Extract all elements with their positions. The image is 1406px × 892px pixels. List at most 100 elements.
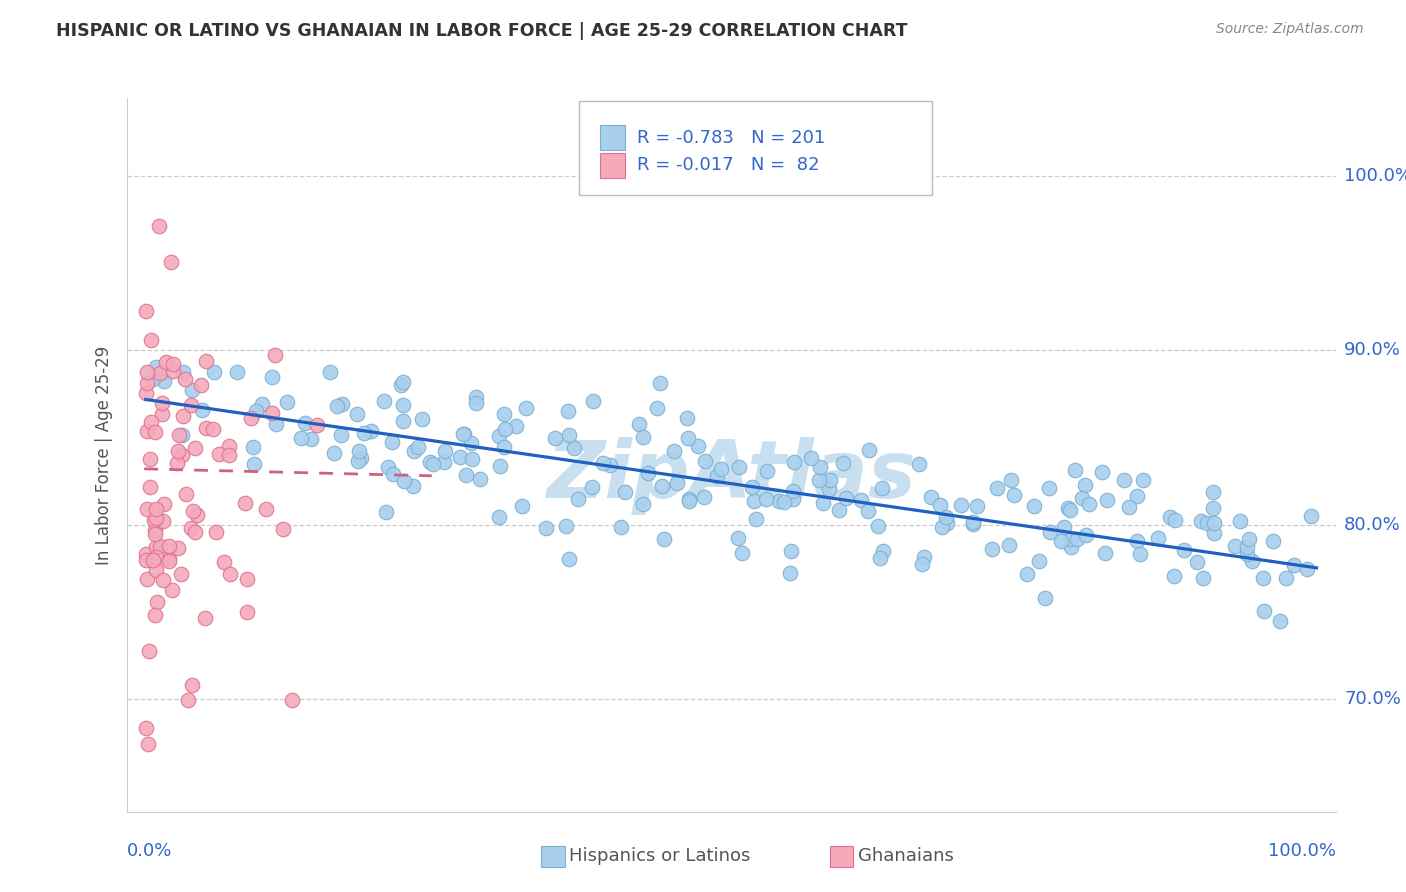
Point [1253,604,1275,618]
Point [950,498,973,512]
Point [665,476,688,491]
Point [1129,547,1152,561]
Point [166,444,188,458]
Point [780,544,803,558]
Point [260,369,283,384]
Point [190,377,212,392]
Point [929,498,952,512]
Point [1164,513,1187,527]
Point [453,426,475,441]
Point [1057,500,1080,515]
Point [1059,533,1081,547]
Point [411,412,433,426]
Point [1189,514,1212,528]
Point [1095,493,1118,508]
Point [1163,568,1185,582]
Point [202,366,225,380]
Point [554,519,576,533]
Point [139,480,162,494]
Point [755,491,778,506]
Text: Ghanaians: Ghanaians [858,847,953,865]
Point [779,566,801,580]
Point [1066,532,1088,546]
Point [582,393,605,408]
Point [1118,500,1140,515]
Point [756,464,779,478]
Point [139,333,162,347]
Point [157,552,180,566]
Point [1035,591,1057,606]
Point [330,397,353,411]
Point [326,399,349,413]
Point [494,440,516,454]
Point [392,474,415,488]
Text: R = -0.017   N =  82: R = -0.017 N = 82 [637,156,820,174]
Point [935,510,957,524]
Point [745,511,768,525]
Point [614,484,637,499]
Point [515,401,537,415]
Point [236,605,259,619]
Point [676,411,699,425]
Point [250,397,273,411]
Point [510,500,533,514]
Point [172,409,194,423]
Point [456,467,478,482]
Point [149,366,172,380]
Point [347,444,370,458]
Text: Source: ZipAtlas.com: Source: ZipAtlas.com [1216,22,1364,37]
Point [145,360,167,375]
Point [160,582,183,597]
Point [145,540,167,554]
Point [157,554,180,568]
Point [266,417,288,431]
Point [742,494,765,508]
Point [150,396,173,410]
Point [808,460,831,475]
Text: HISPANIC OR LATINO VS GHANAIAN IN LABOR FORCE | AGE 25-29 CORRELATION CHART: HISPANIC OR LATINO VS GHANAIAN IN LABOR … [56,22,908,40]
Point [392,398,415,412]
Point [256,502,278,516]
Point [783,455,806,469]
Point [242,440,264,454]
Text: 0.0%: 0.0% [127,842,172,860]
Point [145,511,167,525]
Point [330,428,353,442]
Point [143,526,166,541]
Point [152,514,174,528]
Point [350,450,373,465]
Point [558,552,581,566]
Point [135,304,157,318]
Point [1074,528,1097,542]
Point [1239,532,1261,546]
Point [180,521,202,535]
Point [1236,540,1258,554]
Point [818,483,841,497]
Point [856,504,879,518]
Point [180,398,202,412]
Point [651,478,673,492]
Point [1204,526,1226,541]
Point [1236,547,1258,561]
Point [936,516,959,531]
Point [1192,571,1215,585]
Text: R = -0.783   N = 201: R = -0.783 N = 201 [637,128,825,147]
Point [807,473,830,487]
Point [212,556,235,570]
Point [170,567,193,582]
Point [271,522,294,536]
Point [828,503,851,517]
Point [145,550,167,565]
Point [1038,481,1060,495]
Point [931,520,953,534]
Point [731,545,754,559]
Point [136,365,159,379]
Point [1125,489,1147,503]
Point [276,394,298,409]
Point [505,419,527,434]
Text: 100.0%: 100.0% [1268,842,1336,860]
Point [162,357,184,371]
Text: ZipAtlas: ZipAtlas [546,437,917,516]
Point [174,372,197,386]
Point [460,451,482,466]
